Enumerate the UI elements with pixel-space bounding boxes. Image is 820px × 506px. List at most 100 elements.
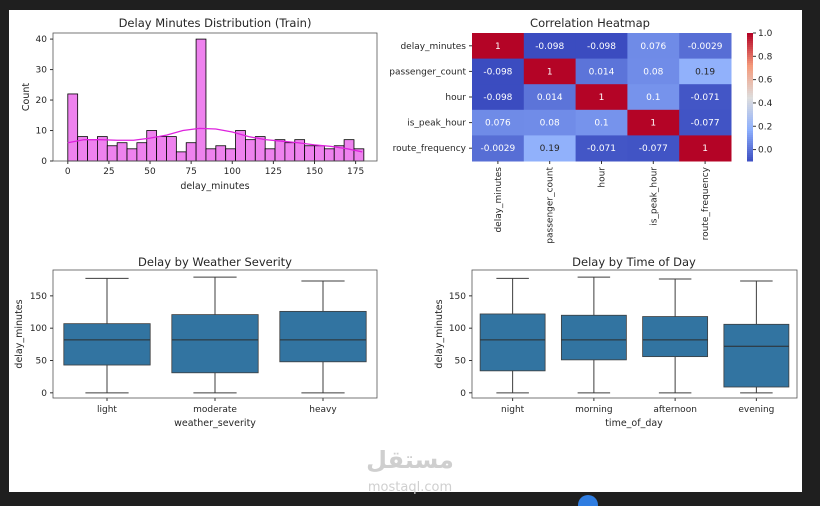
histogram-bar [284, 142, 296, 162]
y-axis-label: delay_minutes [14, 299, 25, 368]
box [171, 314, 259, 374]
colorbar-segment [747, 49, 753, 52]
x-tick-label: light [97, 405, 117, 415]
colorbar-segment [747, 75, 753, 78]
watermark-latin: mostaql.com [368, 480, 452, 495]
colorbar-segment [747, 137, 753, 140]
colorbar-segment [747, 45, 753, 48]
chart-title: Delay Minutes Distribution (Train) [119, 16, 312, 30]
colorbar-segment [747, 149, 753, 152]
y-tick-label: 100 [30, 324, 47, 334]
histogram-bar [245, 139, 256, 162]
cell-value: 1 [599, 93, 605, 103]
y-tick-label: 150 [30, 292, 47, 302]
x-tick-label: 0 [65, 167, 71, 177]
chart-title: Delay by Weather Severity [138, 255, 292, 269]
colorbar-segment [747, 69, 753, 72]
x-tick-label: 125 [265, 167, 282, 177]
cell-value: -0.098 [483, 67, 512, 77]
colorbar-segment [747, 47, 753, 50]
colorbar-segment [747, 89, 753, 92]
cell-value: -0.098 [483, 93, 512, 103]
cell-value: 0.014 [537, 93, 563, 103]
y-tick-label: 100 [449, 324, 466, 334]
colorbar-segment [747, 103, 753, 106]
box [642, 316, 709, 358]
column-label: hour [598, 167, 608, 188]
cell-value: 0.1 [646, 93, 660, 103]
colorbar-segment [747, 113, 753, 116]
colorbar-segment [747, 53, 753, 56]
heatmap-cell [679, 84, 732, 111]
box [479, 313, 546, 372]
cell-value: -0.077 [691, 119, 720, 129]
column-label: route_frequency [701, 166, 711, 240]
colorbar-segment [747, 107, 753, 110]
colorbar-segment [747, 77, 753, 80]
x-tick-label: 100 [224, 167, 241, 177]
axes-frame [471, 269, 798, 399]
cell-value: 1 [650, 119, 656, 129]
heatmap-cell [575, 33, 628, 60]
colorbar-segment [747, 33, 753, 36]
column-label: delay_minutes [494, 167, 504, 233]
x-tick-label: evening [738, 405, 774, 415]
cell-value: 1 [495, 42, 501, 52]
colorbar-segment [747, 153, 753, 156]
histogram-bar [254, 136, 266, 162]
colorbar-segment [747, 35, 753, 38]
chart-title: Correlation Heatmap [530, 16, 650, 30]
heatmap-cell [523, 109, 577, 136]
colorbar-segment [747, 135, 753, 138]
colorbar-segment [747, 95, 753, 98]
cell-value: -0.098 [535, 42, 564, 52]
colorbar-segment [747, 63, 753, 66]
colorbar-segment [747, 87, 753, 90]
scroll-button[interactable] [578, 495, 598, 506]
heatmap-cell [472, 109, 525, 136]
colorbar-segment [747, 151, 753, 154]
colorbar-segment [747, 115, 753, 118]
cell-value: 0.014 [589, 67, 615, 77]
colorbar-segment [747, 91, 753, 94]
box [723, 323, 790, 388]
colorbar-segment [747, 131, 753, 134]
histogram-bar [146, 130, 158, 162]
heatmap-cell [679, 58, 732, 85]
x-tick-label: afternoon [653, 405, 697, 415]
x-axis-label: delay_minutes [180, 181, 249, 192]
x-tick-label: 150 [306, 167, 323, 177]
y-tick-label: 40 [36, 35, 48, 45]
heatmap-cell [472, 84, 525, 111]
colorbar-segment [747, 37, 753, 40]
histogram-bar [136, 142, 148, 162]
colorbar-segment [747, 145, 753, 148]
colorbar-tick-label: 0.2 [758, 122, 772, 132]
heatmap-cell [627, 109, 680, 136]
colorbar-segment [747, 117, 753, 120]
colorbar-segment [747, 119, 753, 122]
heatmap-cell [679, 33, 732, 60]
y-tick-label: 50 [36, 357, 48, 367]
colorbar-segment [747, 65, 753, 68]
y-axis-label: delay_minutes [434, 299, 445, 368]
box [279, 310, 367, 363]
cell-value: 0.19 [695, 67, 715, 77]
row-label: hour [445, 93, 466, 103]
colorbar-segment [747, 125, 753, 128]
box [63, 323, 151, 366]
y-tick-label: 150 [449, 292, 466, 302]
heatmap-cell [523, 135, 577, 162]
colorbar-segment [747, 133, 753, 136]
histogram-bar [116, 142, 128, 162]
axes-frame [52, 32, 378, 162]
y-tick-label: 0 [41, 389, 47, 399]
colorbar-segment [747, 147, 753, 150]
heatmap-cell [575, 135, 628, 162]
colorbar-segment [747, 55, 753, 58]
heatmap-cell [523, 58, 577, 85]
colorbar-segment [747, 121, 753, 124]
cell-value: -0.0029 [481, 144, 516, 154]
